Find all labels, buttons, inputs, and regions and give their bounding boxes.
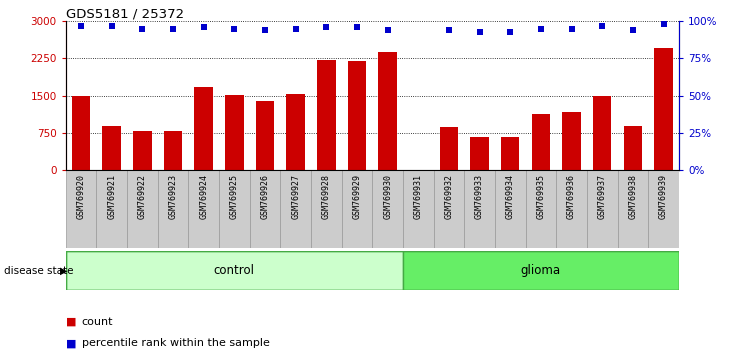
Text: GSM769921: GSM769921 (107, 174, 116, 219)
Point (106, 23, 118, 29)
Bar (219, 170, 250, 248)
Point (228, 26, 240, 32)
Point (443, 27, 455, 33)
Bar (654, 48, 673, 170)
Bar (72, 96, 91, 170)
Bar (372, 170, 403, 248)
Text: GSM769924: GSM769924 (199, 174, 208, 219)
Bar (623, 126, 642, 170)
Text: GSM769923: GSM769923 (169, 174, 177, 219)
Bar (255, 101, 274, 170)
Bar (378, 52, 397, 170)
Bar (439, 127, 458, 170)
Point (627, 27, 639, 33)
Bar (648, 170, 679, 248)
Text: GSM769927: GSM769927 (291, 174, 300, 219)
Text: GSM769934: GSM769934 (506, 174, 515, 219)
Point (290, 26, 301, 32)
Bar (347, 61, 366, 170)
Text: GSM769937: GSM769937 (598, 174, 607, 219)
Bar (311, 170, 342, 248)
Bar (188, 170, 219, 248)
Point (198, 24, 210, 30)
Bar (526, 170, 556, 248)
Bar (501, 137, 520, 170)
Text: GSM769920: GSM769920 (77, 174, 85, 219)
Bar (562, 113, 581, 170)
Text: GSM769938: GSM769938 (629, 174, 637, 219)
Bar (133, 131, 152, 170)
Text: percentile rank within the sample: percentile rank within the sample (82, 338, 269, 348)
Text: GSM769935: GSM769935 (537, 174, 545, 219)
Point (351, 24, 363, 30)
Text: ■: ■ (66, 317, 80, 327)
Text: count: count (82, 317, 113, 327)
Text: GSM769930: GSM769930 (383, 174, 392, 219)
Point (535, 26, 547, 32)
Point (75, 23, 87, 29)
Bar (470, 137, 489, 170)
Bar (225, 95, 244, 170)
Point (382, 27, 393, 33)
Point (596, 23, 608, 29)
Bar (158, 170, 188, 248)
Point (566, 26, 577, 32)
Bar (102, 126, 121, 170)
Text: GSM769928: GSM769928 (322, 174, 331, 219)
Text: GSM769929: GSM769929 (353, 174, 361, 219)
Bar (587, 170, 618, 248)
Point (259, 27, 271, 33)
Text: glioma: glioma (521, 264, 561, 277)
Bar (618, 170, 648, 248)
Point (320, 24, 332, 30)
Bar (96, 170, 127, 248)
Text: disease state: disease state (4, 266, 73, 276)
Bar (317, 61, 336, 170)
Bar (403, 170, 434, 248)
Text: GSM769925: GSM769925 (230, 174, 239, 219)
Text: GSM769926: GSM769926 (261, 174, 269, 219)
Bar (531, 114, 550, 170)
Bar (593, 96, 612, 170)
Text: GDS5181 / 25372: GDS5181 / 25372 (66, 7, 184, 20)
Point (137, 26, 148, 32)
Bar (495, 170, 526, 248)
Text: ▶: ▶ (60, 266, 67, 276)
Point (474, 29, 485, 34)
Bar (280, 170, 311, 248)
Bar (66, 251, 403, 290)
Bar (403, 251, 679, 290)
Point (504, 29, 516, 34)
Text: control: control (214, 264, 255, 277)
Point (658, 21, 669, 27)
Text: GSM769936: GSM769936 (567, 174, 576, 219)
Bar (464, 170, 495, 248)
Bar (342, 170, 372, 248)
Bar (250, 170, 280, 248)
Point (167, 26, 179, 32)
Bar (127, 170, 158, 248)
Bar (434, 170, 464, 248)
Text: GSM769939: GSM769939 (659, 174, 668, 219)
Text: GSM769932: GSM769932 (445, 174, 453, 219)
Text: ■: ■ (66, 338, 80, 348)
Bar (556, 170, 587, 248)
Text: GSM769931: GSM769931 (414, 174, 423, 219)
Bar (66, 170, 96, 248)
Bar (194, 87, 213, 170)
Text: GSM769933: GSM769933 (475, 174, 484, 219)
Bar (286, 93, 305, 170)
Bar (164, 131, 182, 170)
Text: GSM769922: GSM769922 (138, 174, 147, 219)
